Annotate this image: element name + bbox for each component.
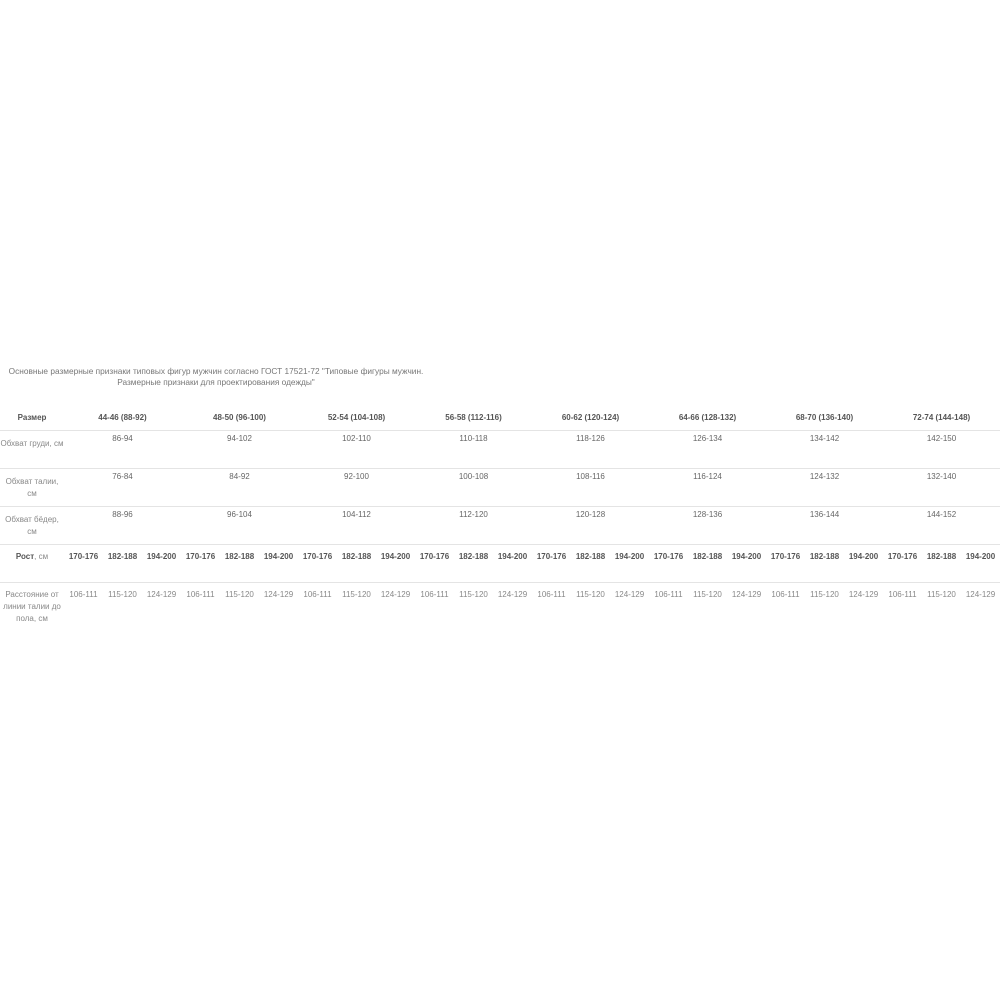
value-cell: 104-112 (342, 510, 371, 519)
distance-cell: 115-120 (225, 590, 254, 599)
distance-cell: 106-111 (303, 590, 332, 599)
size-header: 44-46 (88-92) (98, 412, 147, 422)
size-header: 72-74 (144-148) (912, 412, 971, 422)
height-row: Рост, см 170-176 182-188 194-200 170-176 182-… (0, 545, 1000, 583)
measurement-row: Обхват бёдер, см 88-96 96-104 104-112 112-12… (0, 507, 1000, 545)
value-cell: 94-102 (227, 434, 252, 443)
measurement-row: Обхват талии, см 76-84 84-92 92-100 100-108 1… (0, 469, 1000, 507)
distance-row: Расстояние от линии талии до пола, см 106… (0, 583, 1000, 642)
measurement-row: Обхват груди, см 86-94 94-102 102-110 110-11… (0, 431, 1000, 469)
distance-cell: 115-120 (576, 590, 605, 599)
height-cell: 182-188 (107, 552, 138, 561)
row-label: Рост, см (0, 545, 64, 583)
distance-cell: 124-129 (497, 590, 528, 599)
height-cell: 170-176 (302, 552, 333, 561)
row-label: Обхват груди, см (0, 439, 64, 448)
distance-cell: 115-120 (108, 590, 137, 599)
height-cell: 170-176 (419, 552, 450, 561)
height-cell: 182-188 (809, 552, 840, 561)
distance-cell: 124-129 (848, 590, 879, 599)
height-cell: 194-200 (848, 552, 879, 561)
height-cell: 194-200 (380, 552, 411, 561)
height-cell: 182-188 (341, 552, 372, 561)
size-header: 52-54 (104-108) (327, 412, 386, 422)
height-cell: 182-188 (224, 552, 255, 561)
value-cell: 92-100 (344, 472, 369, 481)
size-header: 68-70 (136-140) (795, 412, 854, 422)
value-cell: 86-94 (112, 434, 133, 443)
height-cell: 182-188 (926, 552, 957, 561)
height-cell: 194-200 (731, 552, 762, 561)
height-cell: 194-200 (146, 552, 177, 561)
height-cell: 194-200 (263, 552, 294, 561)
height-cell: 170-176 (653, 552, 684, 561)
header-row: Размер 44-46 (88-92) 48-50 (96-100) 52-54 (… (0, 405, 1000, 431)
height-cell: 194-200 (965, 552, 996, 561)
distance-cell: 124-129 (965, 590, 996, 599)
height-cell: 170-176 (68, 552, 99, 561)
height-cell: 182-188 (458, 552, 489, 561)
height-cell: 170-176 (536, 552, 567, 561)
distance-cell: 106-111 (186, 590, 215, 599)
height-cell: 170-176 (185, 552, 216, 561)
distance-cell: 124-129 (380, 590, 411, 599)
row-label: Обхват талии, см (5, 477, 59, 498)
row-label: Обхват бёдер, см (5, 515, 59, 536)
value-cell: 102-110 (342, 434, 371, 443)
value-cell: 136-144 (809, 510, 840, 519)
size-header: 60-62 (120-124) (561, 412, 620, 422)
distance-cell: 106-111 (771, 590, 800, 599)
distance-cell: 106-111 (420, 590, 449, 599)
size-header: 64-66 (128-132) (678, 412, 737, 422)
distance-cell: 124-129 (614, 590, 645, 599)
size-header: 56-58 (112-116) (445, 412, 502, 422)
height-cell: 170-176 (770, 552, 801, 561)
value-cell: 120-128 (575, 510, 606, 519)
value-cell: 142-150 (926, 434, 957, 443)
row-label: Расстояние от линии талии до пола, см (3, 590, 61, 623)
value-cell: 88-96 (112, 510, 133, 519)
distance-cell: 124-129 (146, 590, 177, 599)
distance-cell: 115-120 (693, 590, 722, 599)
distance-cell: 115-120 (342, 590, 371, 599)
height-cell: 194-200 (497, 552, 528, 561)
value-cell: 76-84 (112, 472, 133, 481)
value-cell: 144-152 (926, 510, 957, 519)
distance-cell: 106-111 (888, 590, 917, 599)
distance-cell: 115-120 (459, 590, 488, 599)
size-chart-table: Размер 44-46 (88-92) 48-50 (96-100) 52-54 (… (0, 405, 1000, 641)
value-cell: 116-124 (693, 472, 722, 481)
value-cell: 112-120 (459, 510, 488, 519)
value-cell: 84-92 (229, 472, 250, 481)
size-header-label: Размер (17, 412, 47, 422)
distance-cell: 124-129 (263, 590, 294, 599)
value-cell: 128-136 (692, 510, 723, 519)
distance-cell: 115-120 (810, 590, 839, 599)
value-cell: 118-126 (576, 434, 605, 443)
value-cell: 110-118 (459, 434, 488, 443)
height-label: Рост (15, 552, 35, 561)
value-cell: 96-104 (227, 510, 252, 519)
height-cell: 182-188 (692, 552, 723, 561)
value-cell: 134-142 (809, 434, 840, 443)
height-unit: , см (34, 552, 49, 561)
value-cell: 124-132 (809, 472, 840, 481)
value-cell: 132-140 (926, 472, 957, 481)
table-caption: Основные размерные признаки типовых фигу… (8, 366, 424, 387)
distance-cell: 115-120 (927, 590, 956, 599)
value-cell: 108-116 (576, 472, 605, 481)
value-cell: 126-134 (692, 434, 723, 443)
height-cell: 194-200 (614, 552, 645, 561)
distance-cell: 106-111 (654, 590, 683, 599)
height-cell: 170-176 (887, 552, 918, 561)
value-cell: 100-108 (458, 472, 489, 481)
size-header: 48-50 (96-100) (213, 412, 266, 422)
distance-cell: 124-129 (731, 590, 762, 599)
distance-cell: 106-111 (537, 590, 566, 599)
distance-cell: 106-111 (69, 590, 98, 599)
height-cell: 182-188 (575, 552, 606, 561)
